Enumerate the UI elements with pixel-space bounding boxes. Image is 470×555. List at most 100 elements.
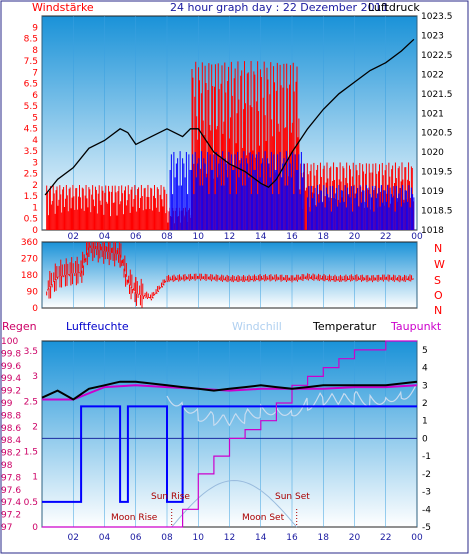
- wind-axis-tick: 7.5: [24, 57, 38, 67]
- wind-axis-tick: 1: [32, 203, 38, 213]
- luftdruck-label: Luftdruck: [368, 1, 420, 14]
- moon-set-label: Moon Set: [242, 513, 285, 523]
- pressure-axis-tick: 1021: [421, 109, 444, 119]
- dir-label-n-bottom: N: [434, 304, 442, 317]
- legend-temperatur: Temperatur: [312, 320, 377, 333]
- regen-axis-tick: 97: [1, 523, 12, 533]
- regen-axis-tick: 100: [1, 337, 18, 347]
- dir-axis-tick: 270: [21, 255, 38, 265]
- regen-axis-tick: 98: [1, 461, 13, 471]
- x-tick: 00: [411, 533, 423, 543]
- wind-axis-tick: 4.5: [24, 125, 38, 135]
- temp-axis-tick: 0: [422, 434, 428, 444]
- temp-axis-tick: -3: [422, 488, 431, 498]
- x-tick: 10: [193, 232, 205, 242]
- legend-windchill: Windchill: [232, 320, 282, 333]
- pressure-axis-tick: 1023: [421, 31, 444, 41]
- x-tick: 12: [224, 232, 235, 242]
- pressure-axis-tick: 1022.5: [421, 51, 453, 61]
- regen-axis-tick: 98.8: [1, 411, 21, 421]
- humidity-axis-tick: 0: [32, 523, 38, 533]
- regen-axis-tick: 97.6: [1, 486, 21, 496]
- temp-axis-tick: -5: [422, 523, 431, 533]
- wind-axis-tick: 3.5: [24, 147, 38, 157]
- temp-axis-tick: -1: [422, 452, 431, 462]
- wind-axis-tick: 0: [32, 226, 38, 236]
- wind-axis-tick: 7: [32, 68, 38, 78]
- humidity-axis-tick: 3: [32, 372, 38, 382]
- x-tick: 22: [380, 232, 391, 242]
- regen-axis-tick: 99.4: [1, 374, 21, 384]
- x-tick: 20: [349, 533, 361, 543]
- wind-axis-tick: 2: [32, 181, 38, 191]
- pressure-axis-tick: 1018.5: [421, 207, 453, 217]
- wind-axis-tick: 8.5: [24, 35, 38, 45]
- sun-arc: [171, 479, 298, 528]
- moon-rise-label: Moon Rise: [111, 513, 158, 523]
- pressure-axis-tick: 1023.5: [421, 12, 453, 22]
- pressure-axis-tick: 1018: [421, 226, 444, 236]
- x-tick: 02: [68, 232, 79, 242]
- wind-pressure-panel: 00.5 11.522.5 33.544.5 55.566.5 77.588.5 9 10…: [24, 12, 453, 242]
- wind-axis-tick: 5.5: [24, 102, 38, 112]
- wind-axis-tick: 2.5: [24, 170, 38, 180]
- temp-humidity-panel: 97 97.2 97.4 97.6 97.8 98 98.2 98.4 98.6 98.8 99 99…: [1, 337, 431, 543]
- legend-taupunkt: Taupunkt: [390, 320, 442, 333]
- wind-axis-tick: 6.5: [24, 80, 38, 90]
- wind-axis-tick: 4: [32, 136, 38, 146]
- x-tick: 06: [130, 232, 142, 242]
- temp-axis-tick: 3: [422, 381, 428, 391]
- temp-axis-tick: 2: [422, 399, 428, 409]
- regen-axis-tick: 97.4: [1, 498, 21, 508]
- pressure-axis-tick: 1021.5: [421, 90, 453, 100]
- dir-axis-tick: 0: [32, 304, 38, 314]
- legend-regen: Regen: [2, 320, 37, 333]
- dir-label-s: S: [434, 274, 441, 287]
- x-tick: 14: [255, 232, 267, 242]
- sun-set-label: Sun Set: [275, 492, 310, 502]
- x-tick: 22: [380, 533, 391, 543]
- wind-axis-tick: 9: [32, 23, 38, 33]
- windstaerke-label: Windstärke: [32, 1, 94, 14]
- x-tick: 08: [161, 533, 173, 543]
- humidity-axis-tick: 2: [32, 422, 38, 432]
- wind-direction-panel: 360 270 180 90 0 N W S O N: [21, 238, 445, 317]
- x-tick: 00: [411, 232, 423, 242]
- dir-label-n-top: N: [434, 242, 442, 255]
- sun-rise-label: Sun Rise: [151, 492, 190, 502]
- pressure-line: [44, 38, 415, 196]
- pressure-axis-tick: 1020: [421, 148, 444, 158]
- humidity-axis-tick: 2.5: [24, 397, 38, 407]
- chart-title: 24 hour graph day : 22 Dezember 2011: [170, 1, 389, 14]
- dir-label-o: O: [434, 289, 443, 302]
- x-tick: 16: [286, 533, 298, 543]
- taupunkt-line: [42, 384, 418, 401]
- x-tick: 02: [68, 533, 79, 543]
- humidity-axis-tick: 1: [32, 473, 38, 483]
- x-tick: 14: [255, 533, 267, 543]
- x-tick: 18: [318, 232, 330, 242]
- wind-axis-tick: 1.5: [24, 192, 38, 202]
- wind-axis-tick: 8: [32, 46, 38, 56]
- wind-axis-tick: 0.5: [24, 215, 38, 225]
- regen-axis-tick: 97.2: [1, 511, 21, 521]
- pressure-axis-tick: 1019: [421, 187, 444, 197]
- dir-axis-tick: 180: [21, 271, 38, 281]
- humidity-axis-tick: 1.5: [24, 448, 38, 458]
- temp-axis-tick: 1: [422, 417, 428, 427]
- x-tick: 18: [318, 533, 330, 543]
- pressure-axis-tick: 1020.5: [421, 129, 453, 139]
- wind-axis-tick: 3: [32, 158, 38, 168]
- wind-axis-tick: 5: [32, 113, 38, 123]
- legend-luftfeuchte: Luftfeuchte: [66, 320, 129, 333]
- temperatur-line: [41, 380, 418, 401]
- wind-axis-tick: 6: [32, 91, 38, 101]
- regen-axis-tick: 99.2: [1, 387, 21, 397]
- regen-axis-tick: 97.8: [1, 473, 21, 483]
- x-tick: 04: [99, 232, 111, 242]
- x-tick: 12: [224, 533, 235, 543]
- x-tick: 04: [99, 533, 111, 543]
- x-tick: 08: [161, 232, 173, 242]
